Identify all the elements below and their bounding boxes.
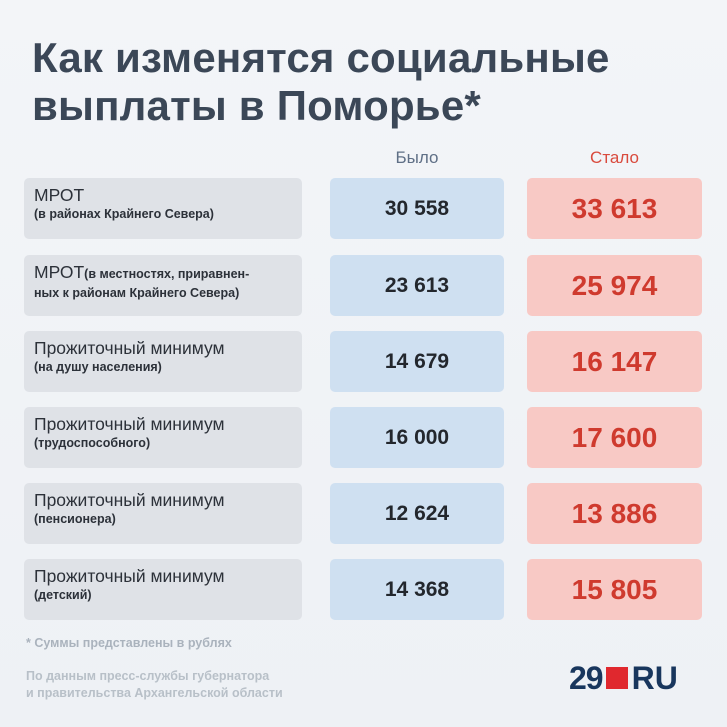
row-label: Прожиточный минимум (трудоспособного) <box>24 407 302 468</box>
value-now: 17 600 <box>527 407 702 468</box>
row-label-sub: ных к районам Крайнего Севера) <box>34 286 240 300</box>
row-label-main: МРОТ(в местностях, приравнен- <box>34 262 292 285</box>
value-was: 14 368 <box>330 559 504 620</box>
column-header-now: Стало <box>590 148 639 167</box>
value-now: 33 613 <box>527 178 702 239</box>
table-row: Прожиточный минимум (трудоспособного) 16… <box>24 407 704 468</box>
row-label-main: Прожиточный минимум <box>34 338 225 358</box>
source-line-2: и правительства Архангельской области <box>26 686 283 700</box>
column-header-was: Было <box>395 148 439 167</box>
row-label: Прожиточный минимум (на душу населения) <box>24 331 302 392</box>
currency-note: * Суммы представлены в рублях <box>26 636 232 650</box>
source-line-1: По данным пресс-службы губернатора <box>26 669 270 683</box>
value-was: 23 613 <box>330 255 504 316</box>
row-label-sub: (на душу населения) <box>34 360 162 374</box>
row-label-sub: (пенсионера) <box>34 512 116 526</box>
row-label: МРОТ(в местностях, приравнен- ных к райо… <box>24 255 302 316</box>
row-label-main: Прожиточный минимум <box>34 414 225 434</box>
row-label-sub: (трудоспособного) <box>34 436 151 450</box>
value-was: 16 000 <box>330 407 504 468</box>
value-now: 13 886 <box>527 483 702 544</box>
table-row: МРОТ(в местностях, приравнен- ных к райо… <box>24 255 704 316</box>
row-label-main: Прожиточный минимум <box>34 566 225 586</box>
table-row: Прожиточный минимум (на душу населения) … <box>24 331 704 392</box>
value-was: 30 558 <box>330 178 504 239</box>
logo-number: 29 <box>569 659 604 696</box>
row-label-main: Прожиточный минимум <box>34 490 225 510</box>
row-label-sub: (в районах Крайнего Севера) <box>34 207 214 221</box>
row-label-inline: (в местностях, приравнен- <box>84 267 250 281</box>
brand-logo: 29 RU <box>569 660 678 696</box>
value-now: 15 805 <box>527 559 702 620</box>
value-now: 25 974 <box>527 255 702 316</box>
row-label: Прожиточный минимум (пенсионера) <box>24 483 302 544</box>
logo-square-icon <box>605 667 628 689</box>
row-label: МРОТ (в районах Крайнего Севера) <box>24 178 302 239</box>
page-title: Как изменятся социальные выплаты в Помор… <box>32 34 712 130</box>
source-credit: По данным пресс-службы губернатора и пра… <box>26 668 283 702</box>
value-was: 12 624 <box>330 483 504 544</box>
table-row: Прожиточный минимум (пенсионера) 12 624 … <box>24 483 704 544</box>
row-label-sub: (детский) <box>34 588 92 602</box>
logo-domain: RU <box>631 659 678 696</box>
value-was: 14 679 <box>330 331 504 392</box>
row-label-main-text: МРОТ <box>34 262 85 282</box>
table-row: МРОТ (в районах Крайнего Севера) 30 558 … <box>24 178 704 239</box>
row-label: Прожиточный минимум (детский) <box>24 559 302 620</box>
title-line-1: Как изменятся социальные <box>32 34 610 81</box>
table-row: Прожиточный минимум (детский) 14 368 15 … <box>24 559 704 620</box>
value-now: 16 147 <box>527 331 702 392</box>
row-label-main: МРОТ <box>34 185 85 205</box>
title-line-2: выплаты в Поморье* <box>32 82 481 129</box>
